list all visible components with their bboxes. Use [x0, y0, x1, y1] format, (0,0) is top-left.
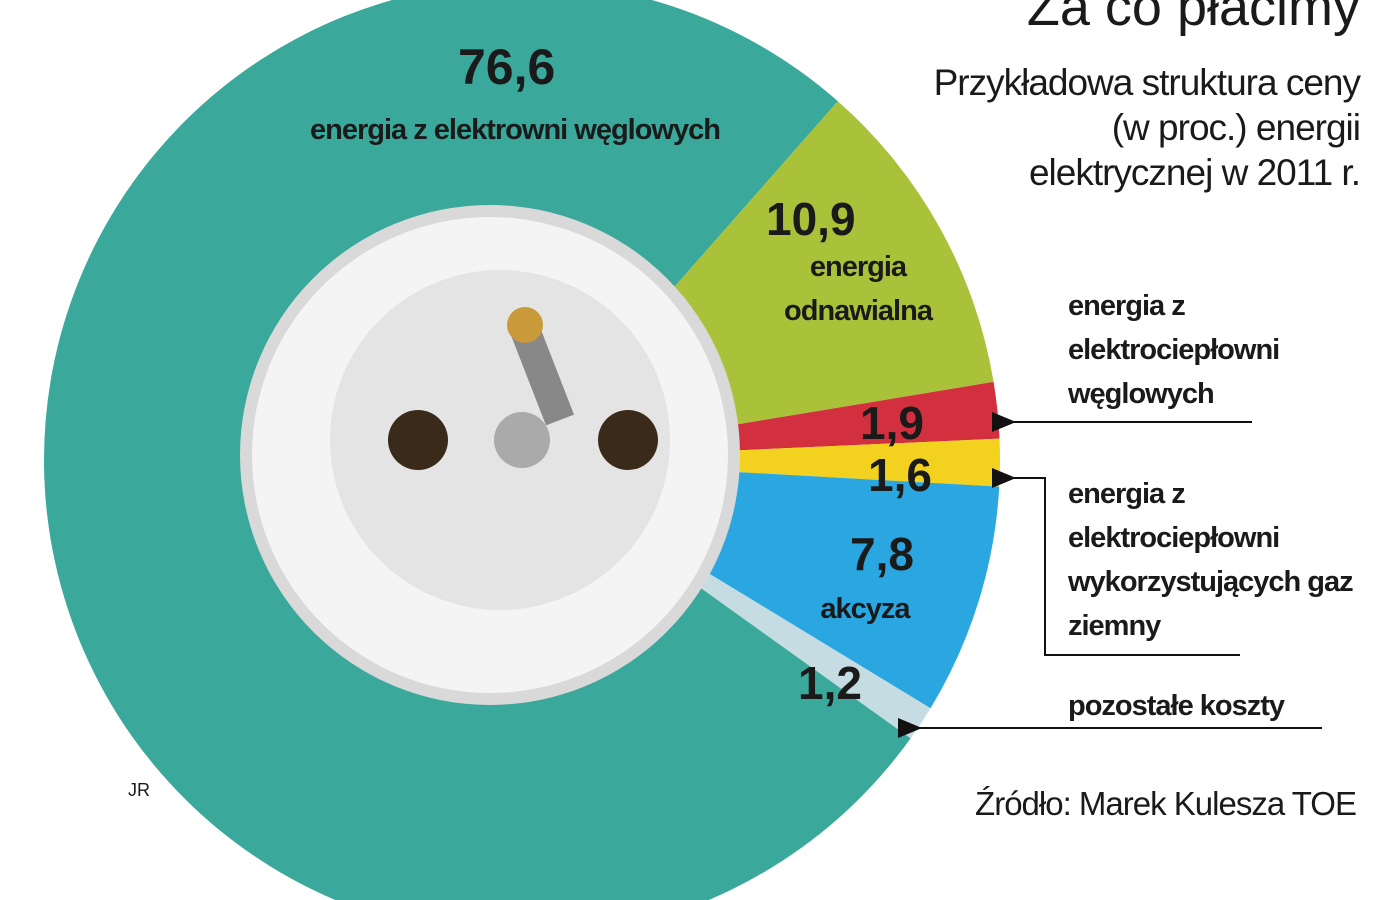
category-label: energia odnawialna: [784, 251, 933, 327]
pin: [511, 324, 574, 426]
category-label: energia z elektrociepłowni węglowych: [1068, 290, 1280, 410]
value-label: 76,6: [458, 39, 556, 95]
value-label: 1,9: [860, 397, 924, 449]
chart-title: Za co płacimy: [1026, 0, 1360, 37]
arrow: [992, 468, 1240, 656]
source: Źródło: Marek Kulesza TOE: [975, 785, 1357, 822]
chart-subtitle: Przykładowa struktura ceny (w proc.) ene…: [933, 62, 1361, 193]
value-label: 10,9: [766, 193, 856, 245]
category-label: akcyza: [820, 593, 910, 625]
donut-slice: [522, 438, 1000, 487]
credit: JR: [128, 780, 150, 800]
category-label: energia z elektrociepłowni wykorzystując…: [1068, 478, 1354, 642]
value-label: 1,2: [798, 657, 862, 709]
category-label: pozostałe koszty: [1068, 690, 1285, 722]
value-label: 1,6: [868, 449, 932, 501]
value-label: 7,8: [850, 528, 914, 580]
screw: [494, 412, 550, 468]
category-label: energia z elektrowni węglowych: [310, 114, 721, 146]
pin-tip: [507, 307, 543, 343]
socket-hole: [598, 410, 658, 470]
socket-hole: [388, 410, 448, 470]
